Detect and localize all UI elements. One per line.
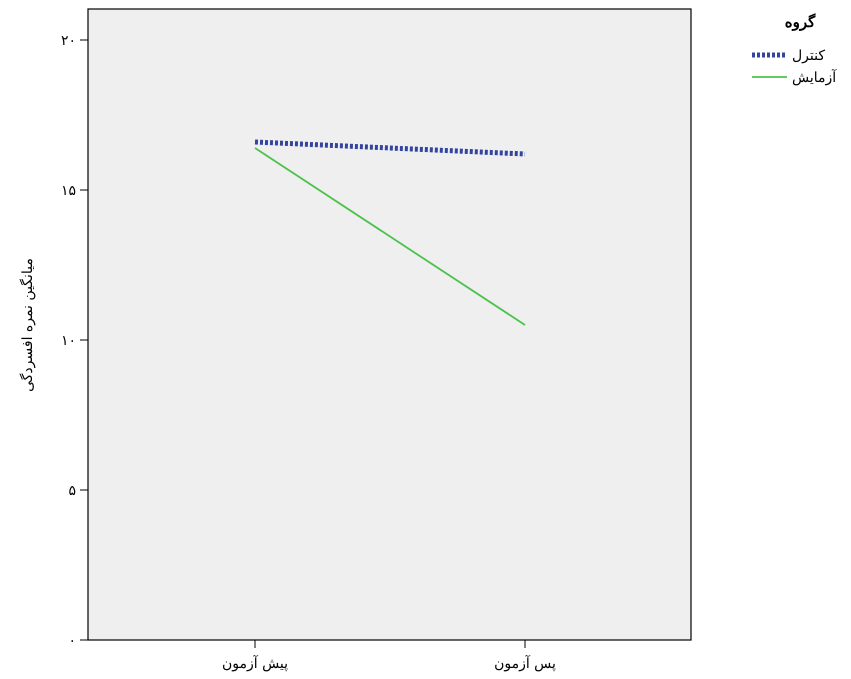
y-tick-label: ۰ (68, 633, 76, 649)
y-tick-label: ۱۵ (61, 183, 76, 199)
plot-background (87, 8, 692, 641)
y-tick-label: ۲۰ (61, 33, 76, 49)
legend-label-1: کنترل (792, 48, 825, 64)
x-tick-label: پیش آزمون (222, 654, 288, 672)
legend: گروه کنترل آزمایش (752, 13, 837, 86)
series-line-2 (254, 147, 526, 326)
y-tick-label: ۵ (68, 483, 76, 499)
x-tick-label: پس آزمون (494, 654, 556, 672)
y-axis-title: میانگین نمره افسردگی (19, 258, 36, 392)
series-line-1 (254, 139, 526, 157)
series-lines (254, 139, 526, 326)
y-axis: ۰ ۵ ۱۰ ۱۵ ۲۰ (61, 33, 88, 649)
y-tick-label: ۱۰ (61, 333, 76, 349)
x-axis: پیش آزمون پس آزمون (222, 640, 556, 672)
legend-label-2: آزمایش (792, 68, 837, 86)
legend-title: گروه (785, 13, 816, 31)
